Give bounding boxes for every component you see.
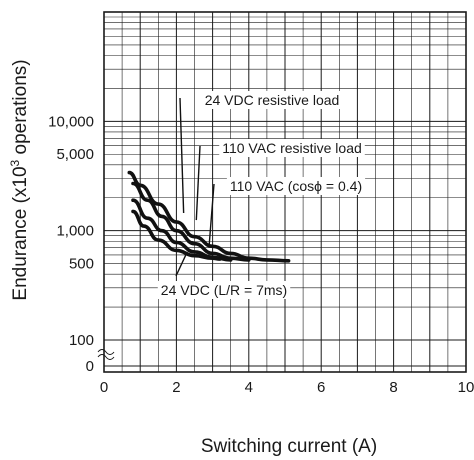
plot-frame [103,11,467,373]
annotation-label: 110 VAC resistive load [222,140,362,156]
series-line-1 [127,170,291,263]
y-tick-label: 1,000 [56,223,94,240]
tick-labels: 0 2 4 6 8 10 10,000 5,000 1,000 500 100 0 [48,113,474,396]
annotation-leader [175,251,188,277]
grid-lines [103,12,467,372]
y-axis-title-suffix: operations) [10,59,31,159]
annotation-leader [195,145,201,221]
x-axis-title: Switching current (A) [201,436,377,457]
y-tick-label: 0 [86,358,94,375]
series-line-4 [131,209,222,261]
annotation-label: 24 VDC resistive load [205,92,340,108]
series-layer [127,170,291,263]
y-tick-label: 100 [69,332,94,349]
annotation-leader [208,183,215,248]
annotation-label-bg [157,281,291,299]
axis-break-marks [97,349,115,360]
annotation-label-bg [201,91,343,109]
x-tick-label: 0 [100,379,108,396]
y-axis-title-sup: 3 [8,159,22,166]
y-tick-label: 10,000 [48,113,94,130]
x-tick-label: 4 [245,379,253,396]
x-tick-label: 2 [172,379,180,396]
y-axis-title: Endurance (x103 operations) [8,59,31,300]
axis-break-mark [97,354,115,360]
annotation-layer: 24 VDC resistive load 110 VAC resistive l… [157,91,366,299]
y-axis-title-prefix: Endurance (x10 [10,166,31,300]
annotation-label: 24 VDC (L/R = 7ms) [161,282,287,298]
y-tick-label: 5,000 [56,146,94,163]
x-tick-label: 10 [458,379,474,396]
x-tick-label: 6 [317,379,325,396]
annotation-label: 110 VAC (cosϕ = 0.4) [230,178,362,194]
x-tick-label: 8 [389,379,397,396]
annotation-label-bg [219,139,365,157]
y-tick-label: 500 [69,256,94,273]
axis-break-mark [97,349,115,355]
annotation-label-bg [226,177,366,195]
annotation-leader [179,97,185,214]
